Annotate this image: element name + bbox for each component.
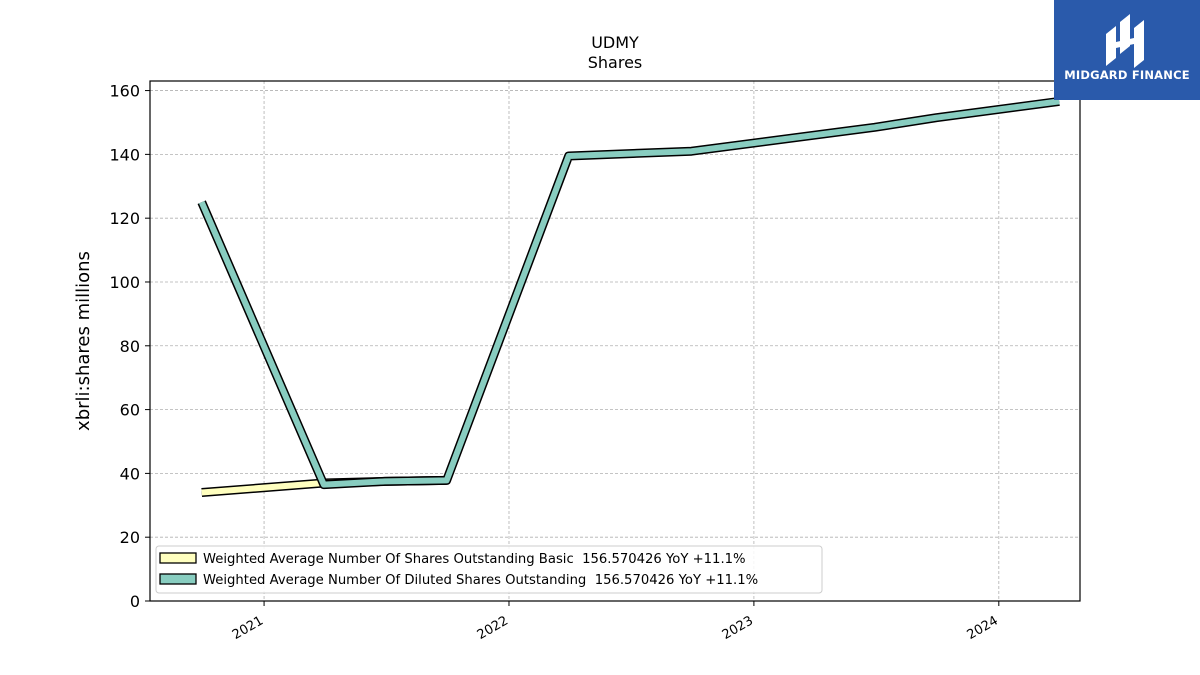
x-tick-label: 2021 <box>230 613 266 643</box>
legend-box <box>155 545 823 594</box>
chart-title: UDMY <box>591 33 639 52</box>
legend-swatch-2 <box>159 573 197 585</box>
plot-frame <box>149 80 1081 602</box>
legend-label-1: Weighted Average Number Of Shares Outsta… <box>203 552 746 567</box>
y-tick-label: 160 <box>109 82 140 101</box>
y-tick-label: 100 <box>109 273 140 292</box>
x-tick-label: 2022 <box>475 613 511 643</box>
y-tick-label: 80 <box>120 337 140 356</box>
y-tick-label: 20 <box>120 528 140 547</box>
legend: Weighted Average Number Of Shares Outsta… <box>155 545 823 594</box>
x-tick-label: 2024 <box>965 613 1001 643</box>
y-tick-label: 60 <box>120 401 140 420</box>
chart-subtitle: Shares <box>588 53 643 72</box>
grid <box>150 81 1080 602</box>
series-lines <box>197 96 1060 497</box>
y-tick-label: 40 <box>120 464 140 483</box>
y-axis-label: xbrli:shares millions <box>73 251 94 431</box>
midgard-logo-icon <box>1106 14 1144 68</box>
series-2-line <box>198 98 1060 488</box>
y-tick-label: 140 <box>109 145 140 164</box>
y-tick-label: 120 <box>109 209 140 228</box>
legend-swatch-1 <box>159 552 197 564</box>
brand-name: MIDGARD FINANCE <box>1064 68 1190 82</box>
legend-label-2: Weighted Average Number Of Diluted Share… <box>203 573 758 588</box>
x-tick-label: 2023 <box>720 613 756 643</box>
y-tick-label: 0 <box>130 592 140 611</box>
series-2-outline <box>197 96 1060 490</box>
brand-logo: MIDGARD FINANCE <box>1054 0 1200 100</box>
